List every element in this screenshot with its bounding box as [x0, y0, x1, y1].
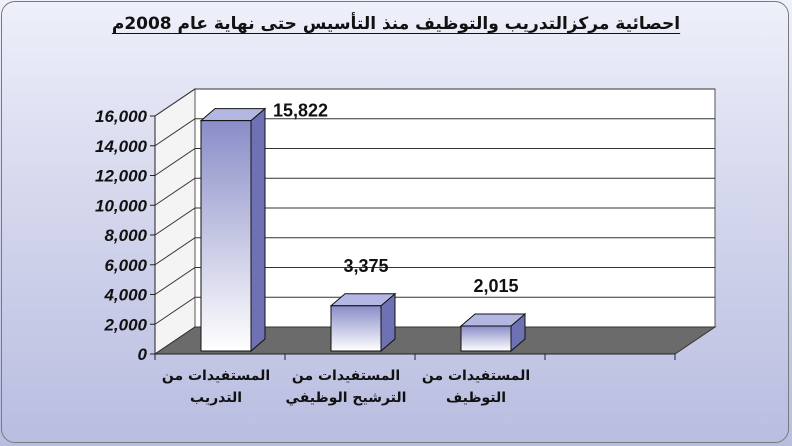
bar-side: [250, 107, 266, 353]
bar-front: [330, 305, 382, 352]
y-tick-label: 2,000: [103, 315, 147, 334]
y-tick-label: 4,000: [103, 286, 147, 305]
bar-3: [459, 312, 527, 353]
y-tick-label: 14,000: [95, 137, 148, 156]
data-label: 2,015: [473, 276, 518, 296]
x-category-label: المستفيدات من: [422, 368, 530, 384]
y-tick-label: 10,000: [95, 196, 148, 215]
y-tick-label: 16,000: [95, 107, 148, 126]
gridline: [154, 296, 715, 325]
data-label: 15,822: [273, 101, 328, 121]
y-tick-label: 12,000: [95, 167, 148, 186]
gridline: [154, 267, 715, 295]
bar-front: [200, 120, 252, 352]
gridline: [154, 237, 715, 266]
chart-title: احصائية مركزالتدريب والتوظيف منذ التأسيس…: [0, 14, 792, 34]
bar-2: [329, 292, 397, 353]
x-category-label: التدريب: [190, 390, 242, 406]
gridline: [154, 118, 715, 147]
bar-1: [199, 107, 267, 353]
gridline: [154, 177, 715, 206]
chart-title-text: احصائية مركزالتدريب والتوظيف منذ التأسيس…: [111, 14, 681, 34]
y-tick-label: 6,000: [104, 256, 147, 275]
x-category-label: التوظيف: [446, 390, 506, 406]
gridline: [154, 207, 715, 236]
x-category-label: المستفيدات من: [292, 368, 400, 384]
gridline: [154, 148, 715, 176]
gridline: [154, 88, 715, 117]
y-tick-label: 0: [138, 345, 148, 364]
bar-front: [460, 325, 512, 352]
x-category-label: الترشيح الوظيفي: [286, 390, 407, 406]
y-tick-label: 8,000: [104, 226, 147, 245]
x-category-label: المستفيدات من: [162, 368, 270, 384]
data-label: 3,375: [343, 256, 388, 276]
